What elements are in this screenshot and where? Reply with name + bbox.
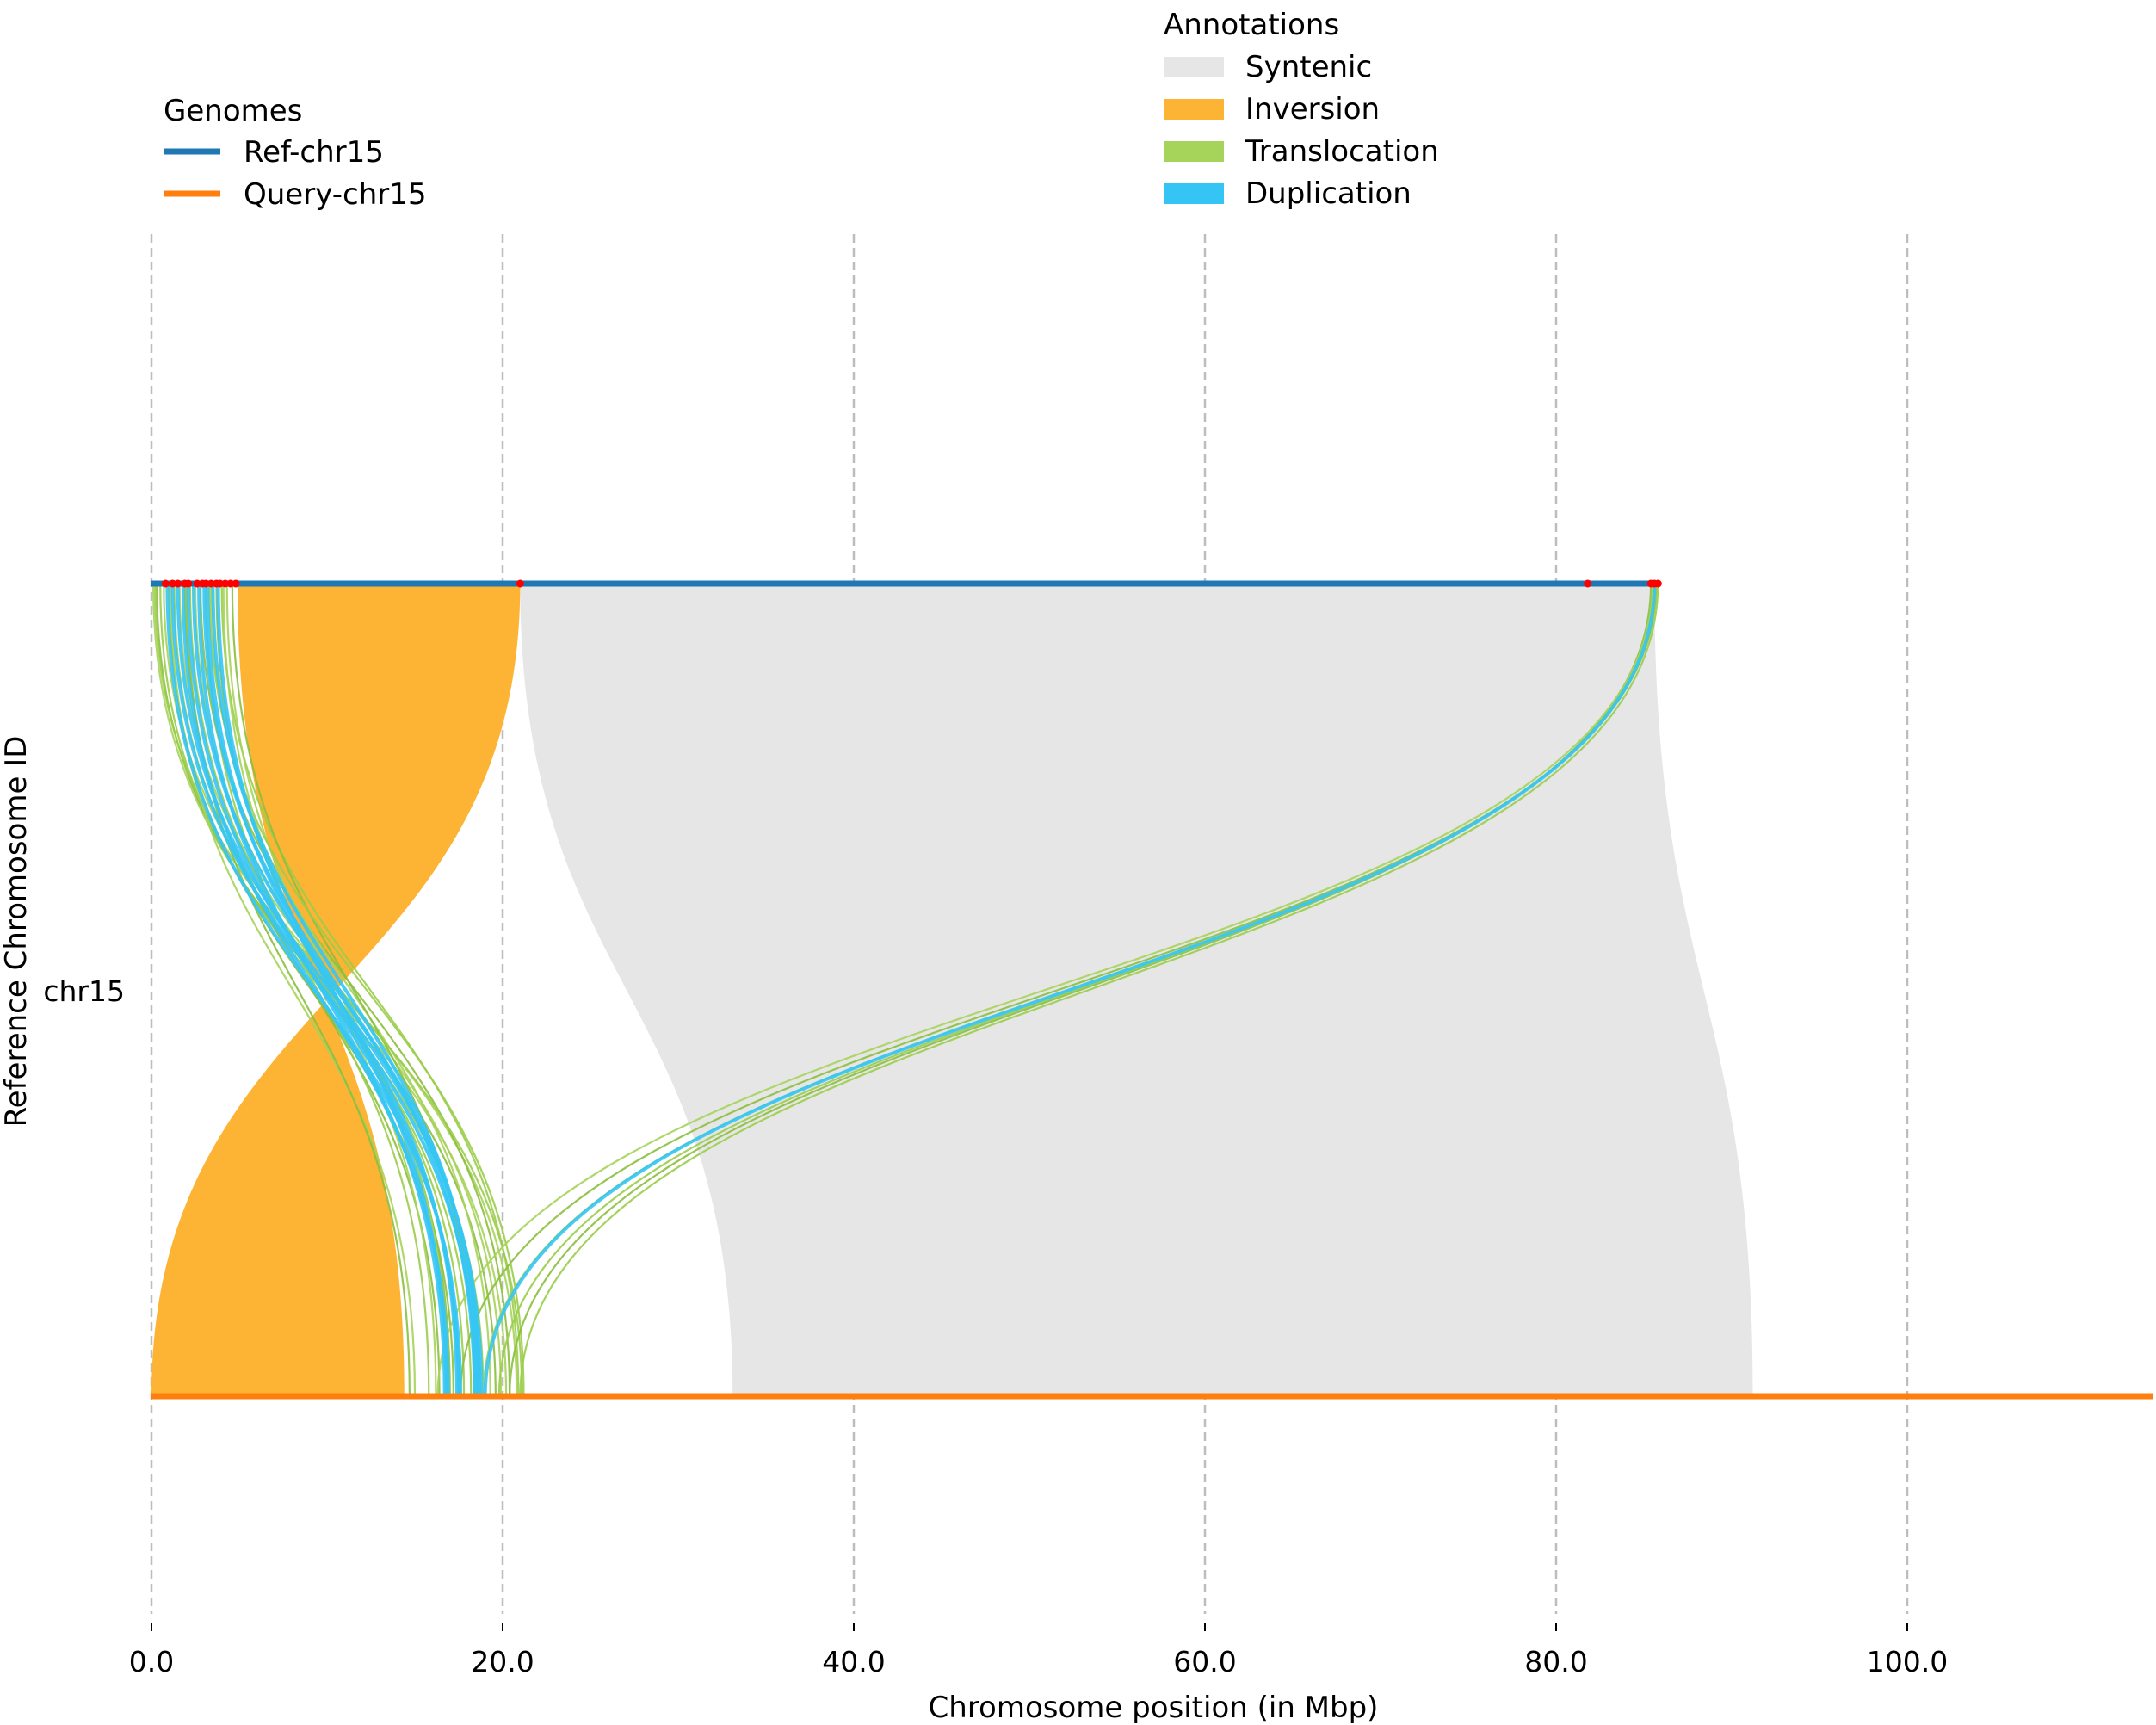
legend-label-inversion: Inversion bbox=[1245, 92, 1380, 127]
chromosome-bars bbox=[151, 580, 2153, 1400]
legend-label-translocation: Translocation bbox=[1245, 134, 1439, 169]
syntenic-block bbox=[520, 584, 1753, 1396]
legend-label-query: Query-chr15 bbox=[244, 177, 426, 212]
breakpoint-marker bbox=[1653, 579, 1662, 588]
legend-swatch-duplication bbox=[1164, 183, 1224, 204]
duplication-link bbox=[202, 583, 477, 1397]
duplication-link bbox=[211, 583, 480, 1397]
x-tick-label: 0.0 bbox=[129, 1645, 174, 1679]
breakpoint-marker bbox=[1584, 579, 1592, 588]
x-tick-label: 20.0 bbox=[471, 1645, 534, 1679]
legend-swatch-translocation bbox=[1164, 141, 1224, 162]
x-tick-label: 60.0 bbox=[1173, 1645, 1236, 1679]
legend-swatch-inversion bbox=[1164, 99, 1224, 120]
translocation-link bbox=[188, 583, 466, 1397]
breakpoint-marker bbox=[184, 579, 193, 588]
y-tick-label-chr15: chr15 bbox=[43, 974, 125, 1008]
breakpoint-marker bbox=[516, 579, 524, 588]
legend-label-duplication: Duplication bbox=[1245, 176, 1412, 211]
x-tick-label: 40.0 bbox=[822, 1645, 885, 1679]
x-tick-label: 80.0 bbox=[1524, 1645, 1587, 1679]
duplication-link bbox=[216, 583, 448, 1397]
translocation-link bbox=[519, 583, 1659, 1397]
genomes-legend: Genomes Ref-chr15 Query-chr15 bbox=[164, 94, 426, 212]
duplication-link bbox=[197, 583, 447, 1397]
genomes-legend-title: Genomes bbox=[164, 94, 302, 128]
translocation-link bbox=[436, 583, 1654, 1397]
legend-label-ref: Ref-chr15 bbox=[244, 135, 384, 170]
x-axis-ticks: 0.0 20.0 40.0 60.0 80.0 100.0 bbox=[129, 1623, 1948, 1679]
syntenic-blocks bbox=[520, 584, 1753, 1396]
annotations-legend-title: Annotations bbox=[1164, 8, 1339, 42]
translocation-duplication-links bbox=[151, 583, 1659, 1397]
x-tick-label: 100.0 bbox=[1867, 1645, 1948, 1679]
breakpoint-marker bbox=[174, 579, 182, 588]
breakpoint-markers bbox=[161, 579, 1662, 588]
annotations-legend: Annotations Syntenic Inversion Transloca… bbox=[1164, 8, 1439, 211]
x-axis-label: Chromosome position (in Mbp) bbox=[929, 1691, 1379, 1725]
legend-label-syntenic: Syntenic bbox=[1245, 50, 1372, 84]
duplication-link bbox=[483, 583, 1657, 1397]
legend-swatch-syntenic bbox=[1164, 57, 1224, 77]
y-axis-label: Reference Chromosome ID bbox=[0, 736, 34, 1128]
breakpoint-marker bbox=[232, 579, 240, 588]
breakpoint-marker bbox=[161, 579, 170, 588]
